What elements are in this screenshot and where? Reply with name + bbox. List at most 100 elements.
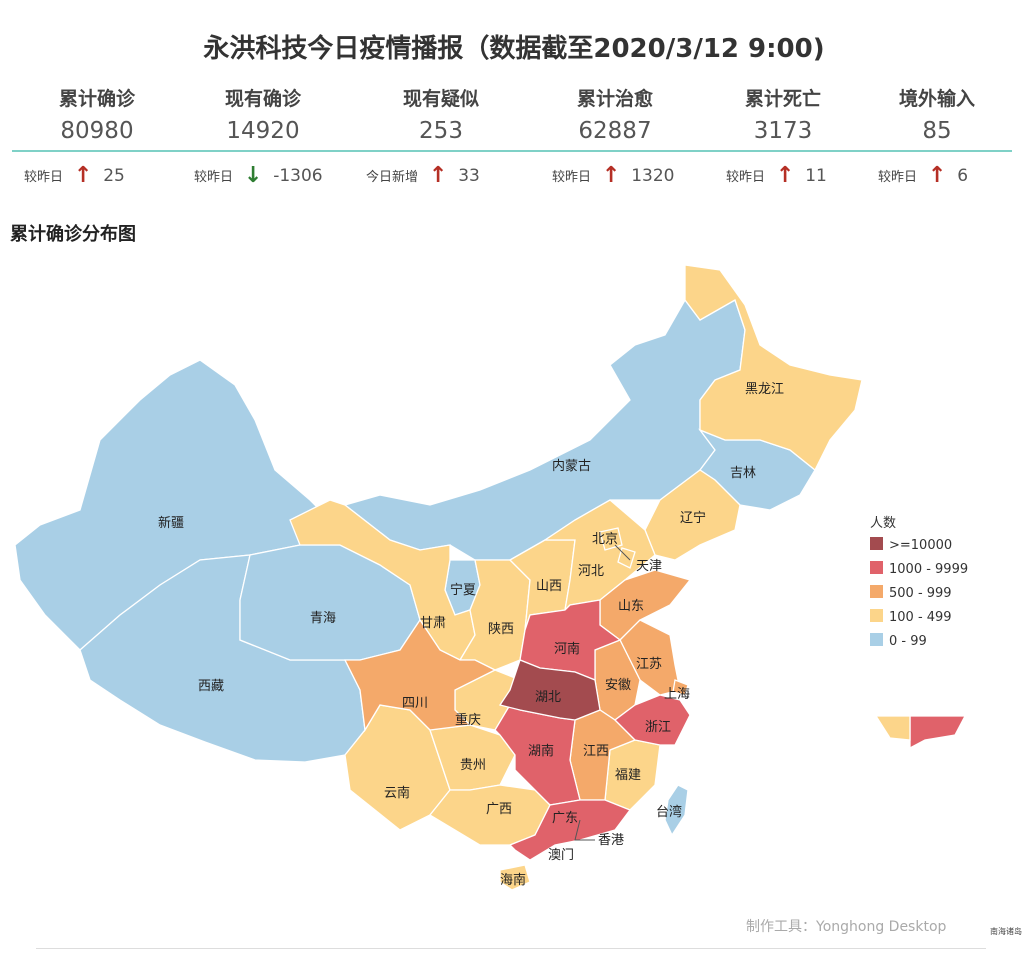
label-beijing: 北京 [592, 532, 618, 547]
label-xinjiang: 新疆 [158, 515, 184, 531]
stat-label: 现有确诊 [224, 88, 301, 110]
page-title: 永洪科技今日疫情播报（数据截至2020/3/12 9:00) [203, 34, 825, 64]
province-sichuan[interactable] [343, 618, 497, 732]
legend-swatch [870, 585, 883, 598]
delta-label: 较昨日 [552, 170, 592, 185]
stat-suspected: 现有疑似 253 [356, 84, 526, 148]
label-guangxi: 广西 [486, 802, 512, 817]
province-zhejiang[interactable] [614, 694, 691, 746]
label-anhui: 安徽 [605, 678, 631, 693]
arrow-up-icon: ↑ [601, 163, 621, 188]
stat-label: 累计死亡 [744, 88, 821, 110]
label-jiangsu: 江苏 [636, 656, 662, 672]
stat-value: 85 [922, 118, 952, 144]
delta-value: -1306 [273, 166, 323, 186]
arrow-up-icon: ↑ [927, 163, 947, 188]
province-tianjin[interactable] [617, 547, 636, 569]
stat-value: 253 [419, 118, 463, 144]
label-zhejiang: 浙江 [645, 720, 671, 735]
stat-value: 14920 [226, 118, 300, 144]
stat-label: 累计治愈 [576, 88, 653, 110]
label-hebei: 河北 [578, 564, 604, 579]
province-guangdong[interactable] [508, 799, 632, 861]
legend-label: 1000 - 9999 [889, 562, 969, 577]
delta-current: 较昨日 ↓ -1306 [194, 162, 323, 190]
label-taiwan: 台湾 [656, 804, 682, 820]
label-henan: 河南 [554, 641, 580, 657]
delta-label: 今日新增 [366, 170, 419, 185]
province-hainan[interactable] [499, 864, 531, 891]
province-taiwan[interactable] [664, 784, 689, 837]
delta-suspected: 今日新增 ↑ 33 [366, 162, 480, 190]
label-chongqing: 重庆 [455, 712, 481, 728]
stats-bar: 累计确诊 80980 现有确诊 14920 现有疑似 253 累计治愈 6288… [12, 84, 1012, 152]
legend-swatch [870, 537, 883, 550]
label-macau: 澳门 [548, 847, 574, 863]
legend-swatch [870, 609, 883, 622]
legend-item[interactable]: 100 - 499 [870, 606, 968, 630]
label-hubei: 湖北 [535, 690, 561, 705]
delta-label: 较昨日 [726, 170, 766, 185]
stat-label: 境外输入 [898, 88, 975, 110]
map-legend: 人数 >=10000 1000 - 9999 500 - 999 100 - 4… [870, 512, 968, 654]
leader-line [614, 544, 631, 561]
label-qinghai: 青海 [310, 611, 336, 626]
delta-cured: 较昨日 ↑ 1320 [552, 162, 674, 190]
delta-confirmed: 较昨日 ↑ 25 [24, 162, 125, 190]
stat-imported: 境外输入 85 [852, 84, 1022, 148]
stat-cured: 累计治愈 62887 [530, 84, 700, 148]
legend-item[interactable]: 500 - 999 [870, 582, 968, 606]
label-heilongjiang: 黑龙江 [745, 382, 784, 397]
china-map: 黑龙江 吉林 辽宁 内蒙古 新疆 西藏 青海 甘肃 宁夏 陕西 山西 北京 天津… [14, 264, 967, 891]
delta-value: 33 [458, 166, 480, 186]
delta-value: 25 [103, 166, 125, 186]
arrow-up-icon: ↑ [428, 163, 448, 188]
label-shanxi: 山西 [536, 579, 562, 594]
province-nanhai-inset-2 [874, 715, 911, 741]
arrow-up-icon: ↑ [73, 163, 93, 188]
label-guizhou: 贵州 [460, 758, 486, 773]
province-heilongjiang[interactable] [684, 264, 863, 472]
label-yunnan: 云南 [384, 785, 410, 801]
label-xizang: 西藏 [198, 679, 224, 694]
legend-label: 500 - 999 [889, 586, 952, 601]
delta-imported: 较昨日 ↑ 6 [878, 162, 968, 190]
province-hubei[interactable] [498, 659, 601, 721]
label-fujian: 福建 [615, 768, 641, 783]
label-ningxia: 宁夏 [450, 582, 476, 598]
label-sichuan: 四川 [402, 696, 428, 711]
label-neimenggu: 内蒙古 [552, 458, 591, 474]
delta-label: 较昨日 [878, 170, 918, 185]
divider [36, 948, 986, 949]
legend-title: 人数 [870, 516, 897, 531]
province-beijing[interactable] [599, 527, 623, 551]
legend-item[interactable]: 0 - 99 [870, 630, 968, 654]
stat-value: 3173 [753, 118, 813, 144]
label-shandong: 山东 [618, 599, 644, 614]
leader-line [574, 819, 595, 841]
stat-value: 62887 [578, 118, 652, 144]
delta-value: 6 [957, 166, 969, 186]
label-shanghai: 上海 [664, 687, 690, 702]
arrow-up-icon: ↑ [775, 163, 795, 188]
delta-value: 1320 [631, 166, 675, 186]
stat-label: 累计确诊 [58, 88, 135, 110]
label-hunan: 湖南 [528, 743, 554, 759]
stat-current: 现有确诊 14920 [178, 84, 348, 148]
arrow-down-icon: ↓ [243, 163, 263, 188]
delta-value: 11 [805, 166, 827, 186]
stat-value: 80980 [60, 118, 134, 144]
legend-label: 0 - 99 [889, 634, 927, 649]
label-shaanxi: 陕西 [488, 622, 514, 637]
legend-item[interactable]: >=10000 [870, 534, 968, 558]
legend-label: >=10000 [889, 538, 953, 553]
label-gansu: 甘肃 [420, 616, 446, 631]
legend-swatch [870, 561, 883, 574]
delta-label: 较昨日 [194, 170, 234, 185]
label-jiangxi: 江西 [583, 744, 609, 759]
label-guangdong: 广东 [552, 811, 578, 826]
province-nanhai-inset [909, 715, 967, 750]
stat-deaths: 累计死亡 3173 [698, 84, 868, 148]
legend-item[interactable]: 1000 - 9999 [870, 558, 968, 582]
province-shanghai[interactable] [672, 679, 689, 696]
